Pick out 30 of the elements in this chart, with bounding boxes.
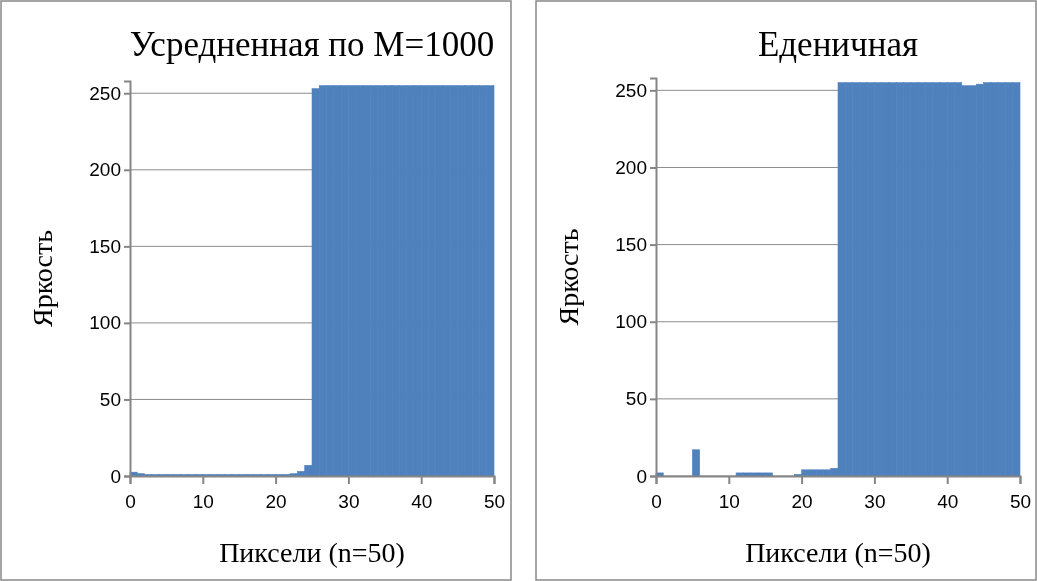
x-axis-title: Пиксели (n=50): [219, 537, 405, 568]
y-tick-label: 0: [636, 465, 647, 487]
y-tick-label: 0: [110, 465, 121, 487]
x-tick-label: 30: [338, 490, 360, 512]
x-tick-label: 0: [125, 490, 136, 512]
x-tick-label: 50: [1009, 490, 1032, 512]
y-tick-label: 50: [625, 388, 647, 410]
y-axis-title: Яркость: [553, 228, 584, 326]
chart-title: Усредненная по M=1000: [129, 25, 495, 64]
x-tick-label: 20: [791, 490, 813, 512]
x-tick-label: 10: [718, 490, 740, 512]
x-axis-title: Пиксели (n=50): [745, 537, 931, 568]
x-tick-label: 0: [651, 490, 662, 512]
y-tick-label: 150: [89, 235, 121, 257]
y-tick-label: 100: [615, 311, 647, 333]
y-tick-label: 200: [615, 157, 647, 179]
x-tick-label: 40: [411, 490, 433, 512]
y-tick-label: 250: [89, 82, 121, 104]
y-tick-label: 200: [89, 159, 121, 181]
x-tick-label: 30: [864, 490, 886, 512]
y-tick-label: 150: [615, 234, 647, 256]
x-tick-label: 40: [937, 490, 959, 512]
x-tick-label: 20: [265, 490, 287, 512]
chart-title: Еденичная: [757, 25, 919, 64]
y-axis-title: Яркость: [27, 230, 58, 327]
y-tick-label: 50: [99, 389, 121, 411]
x-tick-label: 10: [192, 490, 214, 512]
x-tick-label: 50: [483, 490, 506, 512]
y-tick-label: 250: [615, 79, 647, 101]
y-tick-label: 100: [89, 312, 121, 334]
